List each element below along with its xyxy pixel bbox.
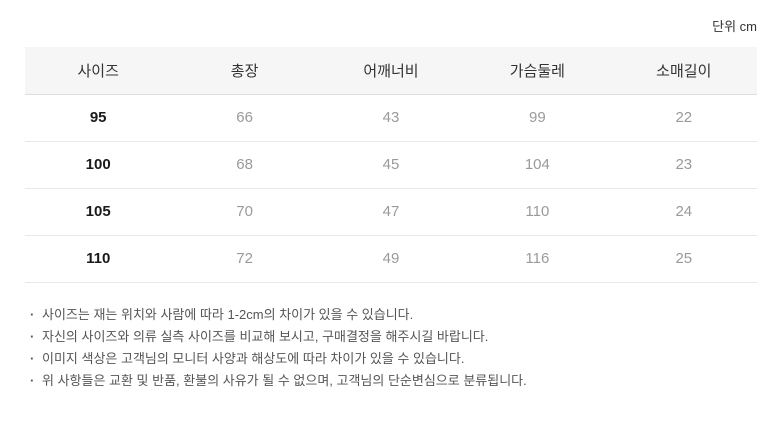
shoulder-width-value: 47: [317, 188, 465, 236]
table-row: 100 68 45 104 23: [25, 141, 757, 189]
sleeve-length-value: 22: [610, 94, 757, 142]
shoulder-width-value: 49: [317, 235, 465, 283]
total-length-value: 70: [171, 188, 318, 236]
shoulder-width-value: 43: [317, 94, 465, 142]
shoulder-width-value: 45: [317, 141, 465, 189]
bullet-icon: ·: [30, 350, 35, 366]
size-table-header: 사이즈 총장 어깨너비 가슴둘레 소매길이: [25, 47, 757, 95]
column-header-chest: 가슴둘레: [464, 47, 611, 95]
note-item: · 위 사항들은 교환 및 반품, 환불의 사유가 될 수 없으며, 고객님의 …: [30, 370, 757, 392]
column-header-total-length: 총장: [171, 47, 318, 95]
size-value: 105: [25, 188, 172, 236]
table-row: 110 72 49 116 25: [25, 235, 757, 283]
note-item: · 자신의 사이즈와 의류 실측 사이즈를 비교해 보시고, 구매결정을 해주시…: [30, 326, 757, 348]
chest-value: 104: [464, 141, 611, 189]
note-item: · 이미지 색상은 고객님의 모니터 사양과 해상도에 따라 차이가 있을 수 …: [30, 348, 757, 370]
total-length-value: 66: [171, 94, 318, 142]
total-length-value: 72: [171, 235, 318, 283]
sleeve-length-value: 24: [610, 188, 757, 236]
sleeve-length-value: 25: [610, 235, 757, 283]
table-header-row: 사이즈 총장 어깨너비 가슴둘레 소매길이: [25, 47, 757, 95]
bullet-icon: ·: [30, 372, 35, 388]
total-length-value: 68: [171, 141, 318, 189]
size-table: 사이즈 총장 어깨너비 가슴둘레 소매길이 95 66 43 99 22 100…: [25, 47, 757, 283]
sleeve-length-value: 23: [610, 141, 757, 189]
size-guide-notes: · 사이즈는 재는 위치와 사람에 따라 1-2cm의 차이가 있을 수 있습니…: [25, 304, 757, 392]
chest-value: 99: [464, 94, 611, 142]
column-header-size: 사이즈: [25, 47, 172, 95]
table-row: 95 66 43 99 22: [25, 94, 757, 142]
size-value: 110: [25, 235, 172, 283]
bullet-icon: ·: [30, 306, 35, 322]
column-header-shoulder-width: 어깨너비: [317, 47, 465, 95]
bullet-icon: ·: [30, 328, 35, 344]
note-text: 위 사항들은 교환 및 반품, 환불의 사유가 될 수 없으며, 고객님의 단순…: [42, 372, 527, 388]
unit-label: 단위 cm: [712, 19, 757, 34]
chest-value: 116: [464, 235, 611, 283]
size-value: 100: [25, 141, 172, 189]
size-table-body: 95 66 43 99 22 100 68 45 104 23 105 70 4…: [25, 94, 757, 283]
note-item: · 사이즈는 재는 위치와 사람에 따라 1-2cm의 차이가 있을 수 있습니…: [30, 304, 757, 326]
note-text: 사이즈는 재는 위치와 사람에 따라 1-2cm의 차이가 있을 수 있습니다.: [42, 306, 414, 322]
table-row: 105 70 47 110 24: [25, 188, 757, 236]
column-header-sleeve-length: 소매길이: [610, 47, 757, 95]
note-text: 자신의 사이즈와 의류 실측 사이즈를 비교해 보시고, 구매결정을 해주시길 …: [42, 328, 489, 344]
size-value: 95: [25, 94, 172, 142]
chest-value: 110: [464, 188, 611, 236]
note-text: 이미지 색상은 고객님의 모니터 사양과 해상도에 따라 차이가 있을 수 있습…: [42, 350, 465, 366]
